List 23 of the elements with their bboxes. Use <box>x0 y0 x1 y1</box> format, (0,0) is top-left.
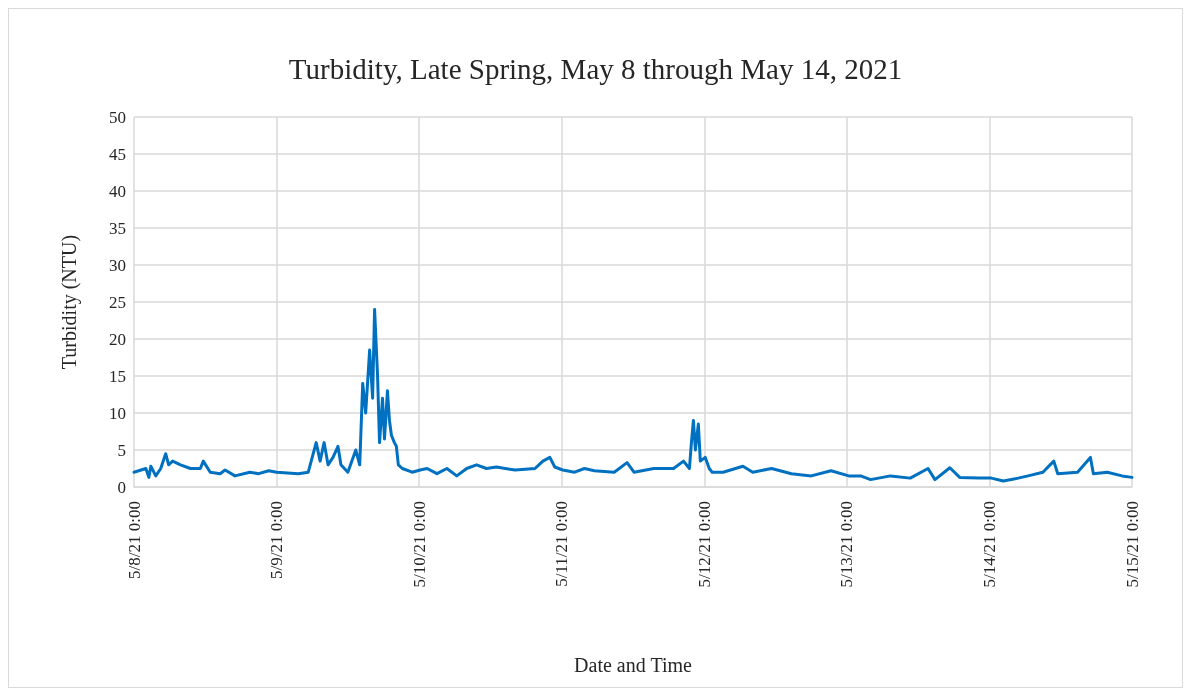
y-tick-label: 30 <box>109 255 126 275</box>
y-tick-label: 5 <box>117 440 126 460</box>
x-tick-label: 5/11/21 0:00 <box>552 501 572 587</box>
y-tick-label: 10 <box>109 403 126 423</box>
y-tick-label: 35 <box>109 218 126 238</box>
y-tick-label: 0 <box>117 477 126 497</box>
y-tick-label: 20 <box>109 329 126 349</box>
y-tick-label: 40 <box>109 181 126 201</box>
x-tick-label: 5/13/21 0:00 <box>837 501 857 588</box>
x-tick-label: 5/10/21 0:00 <box>409 501 429 588</box>
y-tick-label: 45 <box>109 144 126 164</box>
x-tick-label: 5/15/21 0:00 <box>1122 501 1142 588</box>
x-axis-title: Date and Time <box>574 654 693 676</box>
y-tick-label: 15 <box>109 366 126 386</box>
y-tick-label: 50 <box>109 107 126 127</box>
x-tick-label: 5/8/21 0:00 <box>124 501 144 579</box>
line-series <box>132 307 1134 483</box>
x-tick-label: 5/9/21 0:00 <box>267 501 287 579</box>
chart-title: Turbidity, Late Spring, May 8 through May 14, 2021 <box>288 52 903 85</box>
x-tick-label: 5/14/21 0:00 <box>979 501 999 588</box>
y-axis-title: Turbidity (NTU) <box>58 234 81 370</box>
y-tick-label: 25 <box>109 292 126 312</box>
x-tick-label: 5/12/21 0:00 <box>694 501 714 588</box>
